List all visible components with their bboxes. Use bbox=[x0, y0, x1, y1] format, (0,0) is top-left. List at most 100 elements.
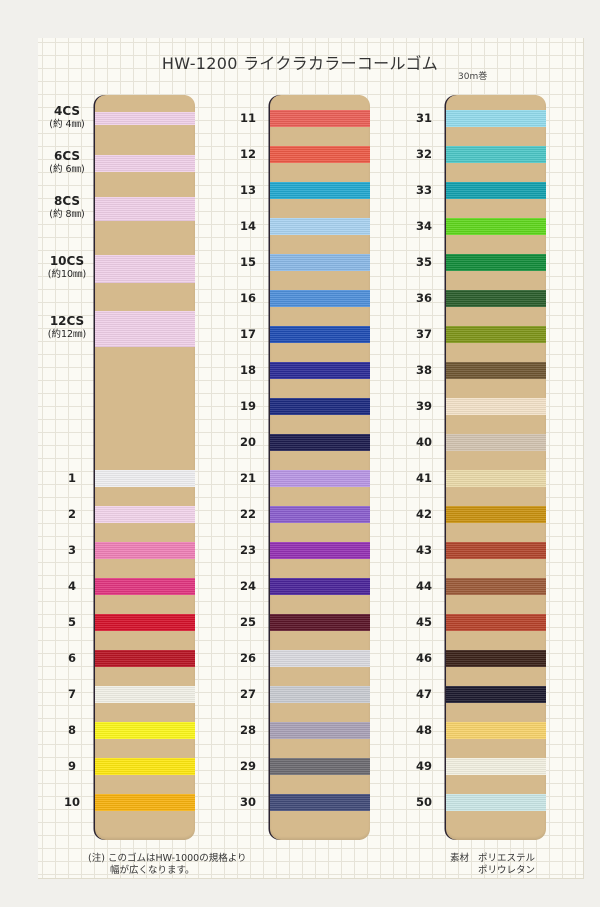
color-number: 16 bbox=[239, 291, 256, 305]
color-stripe-15 bbox=[270, 254, 370, 271]
size-label: 4CS (約 4㎜) bbox=[38, 104, 96, 131]
size-width: (約 6㎜) bbox=[49, 163, 85, 175]
color-stripe-10 bbox=[95, 794, 195, 811]
color-number: 12 bbox=[239, 147, 256, 161]
color-number: 30 bbox=[239, 795, 256, 809]
color-number: 27 bbox=[239, 687, 256, 701]
color-stripe-31 bbox=[446, 110, 546, 127]
color-number: 7 bbox=[67, 687, 76, 701]
material-info: 素材 ポリエステル ポリウレタン bbox=[450, 853, 535, 877]
color-stripe-34 bbox=[446, 218, 546, 235]
color-stripe-23 bbox=[270, 542, 370, 559]
color-number: 9 bbox=[67, 759, 76, 773]
color-stripe-25 bbox=[270, 614, 370, 631]
color-stripe-17 bbox=[270, 326, 370, 343]
color-number: 19 bbox=[239, 399, 256, 413]
color-stripe-50 bbox=[446, 794, 546, 811]
color-stripe-46 bbox=[446, 650, 546, 667]
color-number: 31 bbox=[415, 111, 432, 125]
color-stripe-32 bbox=[446, 146, 546, 163]
color-stripe-2 bbox=[95, 506, 195, 523]
size-width: (約 8㎜) bbox=[49, 209, 85, 220]
size-stripe-6CS bbox=[95, 155, 195, 172]
color-stripe-19 bbox=[270, 398, 370, 415]
size-code: 10CS bbox=[49, 254, 85, 268]
color-stripe-3 bbox=[95, 542, 195, 559]
color-number: 24 bbox=[239, 579, 256, 593]
color-stripe-28 bbox=[270, 722, 370, 739]
color-stripe-9 bbox=[95, 758, 195, 775]
size-label: 6CS (約 6㎜) bbox=[38, 149, 96, 176]
color-stripe-22 bbox=[270, 506, 370, 523]
color-number: 2 bbox=[67, 507, 76, 521]
size-width: (約 4㎜) bbox=[49, 118, 85, 130]
color-stripe-18 bbox=[270, 362, 370, 379]
size-label: 12CS (約12㎜) bbox=[38, 315, 96, 341]
color-stripe-8 bbox=[95, 722, 195, 739]
color-stripe-7 bbox=[95, 686, 195, 703]
size-label: 10CS (約10㎜) bbox=[38, 255, 96, 281]
color-stripe-4 bbox=[95, 578, 195, 595]
size-stripe-12CS bbox=[95, 311, 195, 347]
color-number: 25 bbox=[239, 615, 256, 629]
color-number: 23 bbox=[239, 543, 256, 557]
color-stripe-33 bbox=[446, 182, 546, 199]
size-code: 12CS bbox=[49, 314, 85, 328]
color-stripe-48 bbox=[446, 722, 546, 739]
color-number: 32 bbox=[415, 147, 432, 161]
color-number: 29 bbox=[239, 759, 256, 773]
color-stripe-16 bbox=[270, 290, 370, 307]
color-number: 10 bbox=[63, 795, 80, 809]
color-number: 22 bbox=[239, 507, 256, 521]
color-number: 34 bbox=[415, 219, 432, 233]
color-number: 21 bbox=[239, 471, 256, 485]
color-stripe-29 bbox=[270, 758, 370, 775]
color-number: 37 bbox=[415, 327, 432, 341]
size-width: (約12㎜) bbox=[47, 329, 87, 340]
color-number: 49 bbox=[415, 759, 432, 773]
footnote-line1: このゴムはHW-1000の規格より bbox=[107, 853, 247, 864]
color-stripe-47 bbox=[446, 686, 546, 703]
sample-board-3 bbox=[446, 95, 546, 840]
color-number: 43 bbox=[415, 543, 432, 557]
color-stripe-43 bbox=[446, 542, 546, 559]
color-stripe-36 bbox=[446, 290, 546, 307]
page-title: HW-1200 ライクラカラーコールゴム bbox=[161, 54, 439, 73]
color-number: 1 bbox=[67, 471, 76, 485]
footnote-line2: 幅が広くなります。 bbox=[110, 865, 195, 876]
color-number: 36 bbox=[415, 291, 432, 305]
color-stripe-37 bbox=[446, 326, 546, 343]
color-stripe-42 bbox=[446, 506, 546, 523]
color-stripe-45 bbox=[446, 614, 546, 631]
size-stripe-10CS bbox=[95, 255, 195, 283]
sample-board-2 bbox=[270, 95, 370, 840]
color-stripe-11 bbox=[270, 110, 370, 127]
color-number: 13 bbox=[239, 183, 256, 197]
color-number: 11 bbox=[239, 111, 256, 125]
color-stripe-38 bbox=[446, 362, 546, 379]
material-value-2: ポリウレタン bbox=[478, 865, 536, 876]
color-number: 18 bbox=[239, 363, 256, 377]
color-number: 5 bbox=[67, 615, 76, 629]
color-number: 38 bbox=[415, 363, 432, 377]
color-number: 14 bbox=[239, 219, 256, 233]
material-label: 素材 bbox=[450, 853, 470, 864]
color-number: 17 bbox=[239, 327, 256, 341]
color-stripe-1 bbox=[95, 470, 195, 487]
color-stripe-40 bbox=[446, 434, 546, 451]
color-number: 3 bbox=[67, 543, 76, 557]
size-label: 8CS (約 8㎜) bbox=[38, 195, 96, 221]
color-number: 28 bbox=[239, 723, 256, 737]
color-number: 33 bbox=[415, 183, 432, 197]
footnote: (注) このゴムはHW-1000の規格より 幅が広くなります。 bbox=[88, 853, 247, 877]
color-stripe-24 bbox=[270, 578, 370, 595]
color-stripe-14 bbox=[270, 218, 370, 235]
color-stripe-21 bbox=[270, 470, 370, 487]
color-number: 40 bbox=[415, 435, 432, 449]
color-number: 42 bbox=[415, 507, 432, 521]
color-stripe-26 bbox=[270, 650, 370, 667]
color-number: 15 bbox=[239, 255, 256, 269]
color-stripe-44 bbox=[446, 578, 546, 595]
color-stripe-27 bbox=[270, 686, 370, 703]
material-value-1: ポリエステル bbox=[478, 853, 536, 864]
